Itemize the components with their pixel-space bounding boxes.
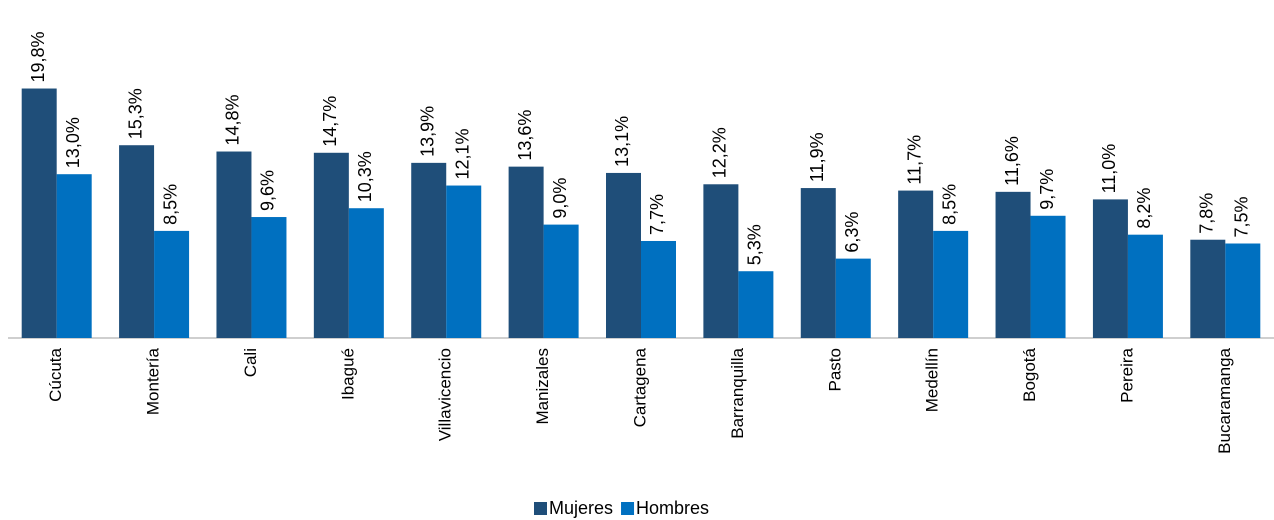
value-label: 11,0%: [1099, 144, 1119, 194]
value-label: 14,8%: [223, 94, 243, 145]
bar: [1030, 215, 1066, 338]
value-label: 11,9%: [807, 132, 827, 182]
value-label: 7,5%: [1232, 196, 1252, 237]
value-label: 13,0%: [63, 117, 83, 168]
bar: [641, 240, 676, 338]
bar: [835, 258, 871, 338]
value-label: 7,7%: [647, 194, 667, 235]
bar: [738, 271, 774, 338]
value-label: 6,3%: [842, 212, 862, 253]
value-label: 11,6%: [1002, 136, 1022, 186]
bar: [56, 174, 92, 338]
bar: [800, 188, 836, 338]
bar: [446, 185, 482, 338]
legend-swatch: [534, 502, 547, 515]
x-tick-label: Cúcuta: [46, 347, 65, 401]
x-tick-label: Pasto: [825, 348, 844, 391]
value-label: 13,6%: [515, 110, 535, 161]
value-label: 14,7%: [320, 96, 340, 147]
x-tick-label: Montería: [144, 347, 163, 415]
value-label: 13,1%: [612, 116, 632, 167]
bar: [1225, 243, 1261, 338]
value-label: 11,7%: [904, 135, 924, 185]
x-tick-label: Medellín: [923, 348, 942, 412]
value-label: 9,7%: [1037, 169, 1057, 210]
value-label: 8,5%: [160, 184, 180, 225]
value-label: 12,1%: [452, 128, 472, 179]
bar: [1127, 234, 1163, 338]
bar: [898, 190, 934, 338]
bar: [933, 230, 969, 338]
legend-swatch: [621, 502, 635, 515]
value-label: 7,8%: [1197, 193, 1217, 234]
bar: [119, 145, 155, 338]
x-tick-label: Ibagué: [338, 348, 357, 400]
bar: [154, 230, 190, 338]
value-label: 19,8%: [28, 31, 48, 82]
value-label: 9,6%: [258, 170, 278, 211]
bar: [313, 152, 349, 338]
bar: [508, 166, 544, 338]
bar: [21, 88, 57, 339]
bar: [606, 172, 641, 338]
legend-label: Hombres: [636, 498, 709, 518]
x-tick-label: Bogotá: [1020, 347, 1039, 401]
value-label: 9,0%: [550, 178, 570, 219]
x-tick-label: Manizales: [533, 348, 552, 425]
x-tick-label: Cartagena: [630, 347, 649, 427]
value-label: 12,2%: [710, 127, 730, 178]
bar: [703, 184, 739, 338]
bar: [543, 224, 579, 338]
x-tick-label: Cali: [241, 348, 260, 377]
bar: [411, 162, 447, 338]
value-label: 8,5%: [939, 184, 959, 225]
value-label: 10,3%: [355, 151, 375, 202]
value-label: 8,2%: [1134, 188, 1154, 229]
x-tick-label: Villavicencio: [436, 348, 455, 441]
bar: [251, 217, 287, 338]
bar: [216, 151, 252, 338]
legend-label: Mujeres: [549, 498, 613, 518]
x-tick-label: Barranquilla: [728, 347, 747, 438]
bar: [1092, 199, 1128, 338]
bar: [1190, 239, 1226, 338]
value-label: 5,3%: [745, 224, 765, 265]
value-label: 13,9%: [417, 106, 437, 157]
value-label: 15,3%: [125, 88, 145, 139]
x-tick-label: Pereira: [1117, 347, 1136, 402]
x-tick-label: Bucaramanga: [1215, 347, 1234, 453]
bar: [348, 208, 384, 338]
bar: [995, 191, 1031, 338]
